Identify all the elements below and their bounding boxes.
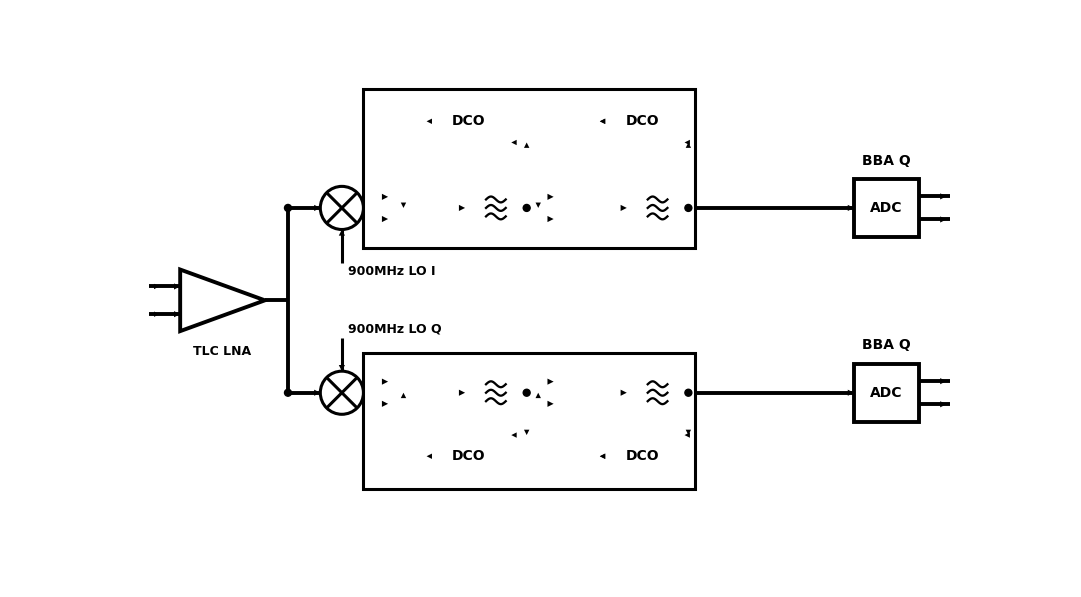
Polygon shape <box>427 119 432 124</box>
Polygon shape <box>535 202 540 208</box>
Polygon shape <box>524 143 530 148</box>
Circle shape <box>685 389 692 396</box>
Bar <box>368 356 692 429</box>
Text: DCO: DCO <box>452 114 485 128</box>
Circle shape <box>320 186 363 229</box>
Text: ADC: ADC <box>870 201 903 215</box>
Polygon shape <box>338 365 345 371</box>
Polygon shape <box>940 401 946 407</box>
Polygon shape <box>174 311 181 317</box>
Circle shape <box>523 204 530 211</box>
Polygon shape <box>684 432 690 438</box>
Bar <box>854 364 919 421</box>
Bar <box>627 364 689 421</box>
Polygon shape <box>940 378 946 384</box>
Text: 900MHz LO I: 900MHz LO I <box>348 265 436 278</box>
Text: DCO: DCO <box>452 450 485 463</box>
Polygon shape <box>382 194 388 200</box>
Polygon shape <box>401 393 406 398</box>
Bar <box>368 172 692 244</box>
Polygon shape <box>547 401 553 407</box>
Text: BBA Q: BBA Q <box>863 153 911 168</box>
Polygon shape <box>427 454 432 459</box>
Text: DCO: DCO <box>626 450 659 463</box>
Polygon shape <box>600 454 605 459</box>
Polygon shape <box>154 312 159 317</box>
Polygon shape <box>315 390 320 396</box>
Polygon shape <box>547 216 553 222</box>
Polygon shape <box>940 193 946 199</box>
Bar <box>627 179 689 237</box>
Bar <box>465 364 526 421</box>
Polygon shape <box>382 216 388 222</box>
Polygon shape <box>459 390 465 396</box>
Polygon shape <box>535 393 540 398</box>
Polygon shape <box>382 401 388 407</box>
Polygon shape <box>620 205 627 211</box>
Polygon shape <box>848 205 854 211</box>
Bar <box>854 179 919 237</box>
Polygon shape <box>547 378 553 384</box>
Polygon shape <box>600 454 605 459</box>
Polygon shape <box>600 119 605 124</box>
Text: ADC: ADC <box>870 386 903 400</box>
Circle shape <box>284 204 292 211</box>
Polygon shape <box>524 430 530 435</box>
Polygon shape <box>382 378 388 384</box>
Bar <box>363 353 694 489</box>
Polygon shape <box>848 390 854 396</box>
Circle shape <box>284 389 292 396</box>
Text: DCO: DCO <box>626 114 659 128</box>
Text: BBA Q: BBA Q <box>863 338 911 352</box>
Polygon shape <box>174 284 181 290</box>
Polygon shape <box>685 143 691 148</box>
Polygon shape <box>154 284 159 289</box>
Polygon shape <box>547 194 553 200</box>
Text: TLC LNA: TLC LNA <box>193 345 252 358</box>
Polygon shape <box>620 390 627 396</box>
Polygon shape <box>459 205 465 211</box>
Circle shape <box>320 371 363 414</box>
Polygon shape <box>315 205 320 211</box>
Polygon shape <box>940 216 946 223</box>
Text: 900MHz LO Q: 900MHz LO Q <box>348 322 442 336</box>
Polygon shape <box>401 202 406 208</box>
Polygon shape <box>684 140 690 145</box>
Circle shape <box>523 389 530 396</box>
Bar <box>465 179 526 237</box>
Polygon shape <box>685 430 691 435</box>
Polygon shape <box>511 140 517 145</box>
Bar <box>363 88 694 248</box>
Polygon shape <box>338 229 345 236</box>
Bar <box>600 435 684 478</box>
Circle shape <box>685 204 692 211</box>
Bar <box>427 435 511 478</box>
Polygon shape <box>600 119 605 124</box>
Bar <box>600 100 684 143</box>
Polygon shape <box>511 432 517 438</box>
Bar <box>427 100 511 143</box>
